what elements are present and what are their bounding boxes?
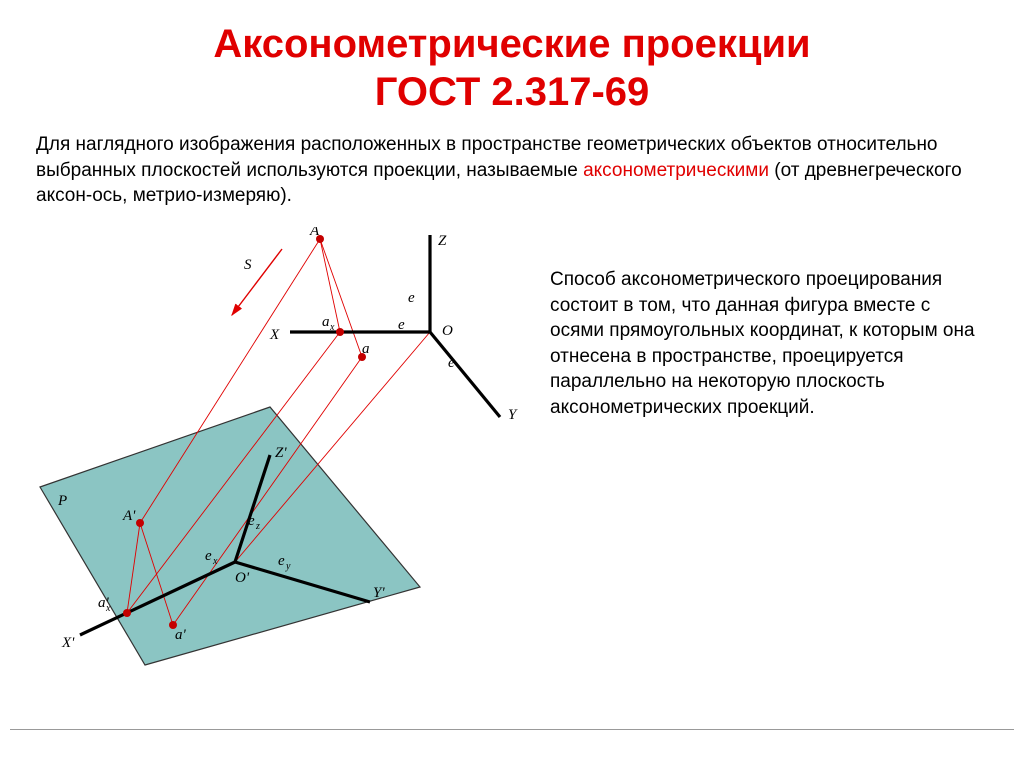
footer-divider — [10, 729, 1014, 730]
svg-text:x: x — [105, 603, 111, 614]
svg-text:y: y — [285, 561, 291, 572]
svg-text:a': a' — [175, 627, 187, 643]
svg-text:Z': Z' — [275, 445, 287, 461]
svg-text:O: O — [442, 323, 453, 339]
side-description: Способ аксонометрического проецирования … — [550, 227, 988, 667]
svg-text:A: A — [309, 227, 320, 239]
diagram: PSOXZYeeeO'X'Z'Y'ezexeyAaaxA'a'a'x — [10, 227, 550, 667]
diagram-svg: PSOXZYeeeO'X'Z'Y'ezexeyAaaxA'a'a'x — [10, 227, 550, 667]
svg-text:e: e — [398, 317, 405, 333]
svg-text:S: S — [244, 257, 252, 273]
svg-text:e: e — [248, 513, 255, 529]
svg-text:Y: Y — [508, 407, 518, 423]
intro-highlight: аксонометрическими — [583, 160, 769, 181]
svg-text:X: X — [269, 327, 280, 343]
title-line1: Аксонометрические проекции — [213, 22, 810, 66]
svg-text:e: e — [408, 290, 415, 306]
content-row: PSOXZYeeeO'X'Z'Y'ezexeyAaaxA'a'a'x Спосо… — [0, 217, 1024, 667]
svg-text:A': A' — [122, 508, 136, 524]
intro-paragraph: Для наглядного изображения расположенных… — [0, 116, 1024, 217]
svg-text:X': X' — [61, 635, 75, 651]
svg-text:P: P — [57, 493, 67, 509]
svg-text:Y': Y' — [373, 585, 385, 601]
svg-text:a: a — [322, 314, 330, 330]
page-title: Аксонометрические проекции ГОСТ 2.317-69 — [0, 0, 1024, 116]
svg-text:x: x — [212, 556, 218, 567]
svg-text:e: e — [448, 355, 455, 371]
svg-text:O': O' — [235, 570, 250, 586]
svg-text:x: x — [329, 322, 335, 333]
svg-text:e: e — [205, 548, 212, 564]
svg-text:a: a — [362, 341, 370, 357]
svg-text:e: e — [278, 553, 285, 569]
svg-text:Z: Z — [438, 233, 447, 249]
svg-text:z: z — [255, 521, 260, 532]
title-line2: ГОСТ 2.317-69 — [375, 70, 650, 114]
